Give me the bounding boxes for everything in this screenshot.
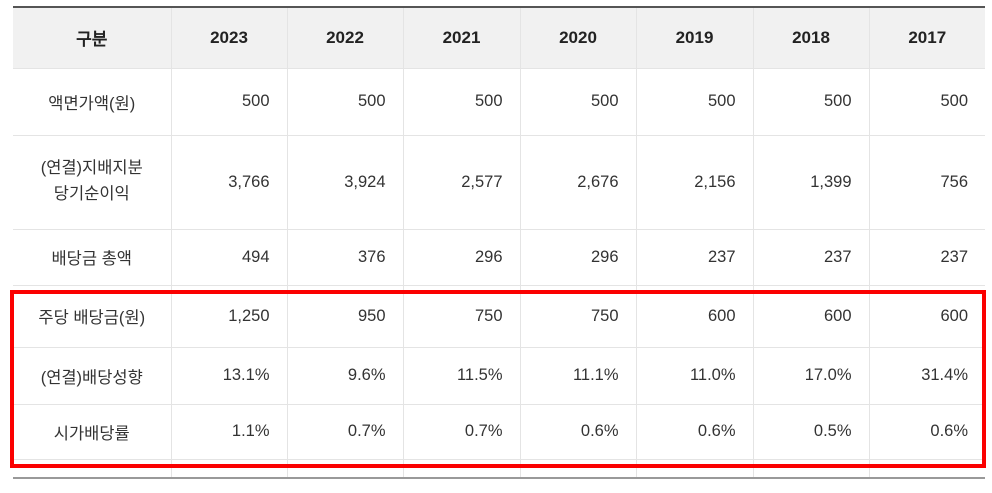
cell: 376	[286, 229, 403, 286]
cell	[635, 459, 753, 479]
table-row-dividend-yield: 시가배당률 1.1% 0.7% 0.7% 0.6% 0.6% 0.5% 0.6%	[13, 404, 985, 460]
cell: 500	[752, 68, 869, 136]
row-label: 액면가액(원)	[13, 68, 171, 136]
column-header-2020: 2020	[519, 7, 636, 69]
cell: 13.1%	[170, 347, 287, 405]
column-header-2019: 2019	[635, 7, 753, 69]
cell	[402, 459, 520, 479]
cell: 296	[519, 229, 636, 286]
cell	[752, 459, 869, 479]
cell: 237	[635, 229, 753, 286]
column-header-2018: 2018	[752, 7, 869, 69]
row-label-line1: (연결)지배지분	[40, 159, 143, 178]
cell: 2,676	[519, 135, 636, 230]
cell: 0.7%	[286, 404, 403, 460]
row-label: 배당금 총액	[13, 229, 171, 286]
table-row-dividend-per-share: 주당 배당금(원) 1,250 950 750 750 600 600 600	[13, 285, 985, 348]
cell: 1,250	[170, 285, 287, 348]
column-header-2021: 2021	[402, 7, 520, 69]
cell	[170, 459, 287, 479]
table-row-par-value: 액면가액(원) 500 500 500 500 500 500 500	[13, 68, 985, 136]
table-row-cropped	[13, 459, 985, 479]
cell: 11.5%	[402, 347, 520, 405]
row-label: (연결)배당성향	[13, 347, 171, 405]
cell: 3,924	[286, 135, 403, 230]
cell	[13, 459, 171, 479]
row-label: (연결)지배지분 당기순이익	[13, 135, 171, 230]
cell: 9.6%	[286, 347, 403, 405]
cell: 500	[519, 68, 636, 136]
cell: 0.6%	[868, 404, 985, 460]
row-label-line2: 당기순이익	[53, 185, 130, 203]
cell: 2,156	[635, 135, 753, 230]
column-header-gubun: 구분	[13, 7, 171, 69]
cell: 600	[752, 285, 869, 348]
cell: 237	[868, 229, 985, 286]
cell: 2,577	[402, 135, 520, 230]
table-row-total-dividend: 배당금 총액 494 376 296 296 237 237 237	[13, 229, 985, 286]
cell: 31.4%	[868, 347, 985, 405]
cell: 500	[170, 68, 287, 136]
cell: 11.0%	[635, 347, 753, 405]
table-row-net-income: (연결)지배지분 당기순이익 3,766 3,924 2,577 2,676 2…	[13, 135, 985, 230]
cell	[286, 459, 403, 479]
cell: 0.5%	[752, 404, 869, 460]
cell: 750	[519, 285, 636, 348]
table-row-payout-ratio: (연결)배당성향 13.1% 9.6% 11.5% 11.1% 11.0% 17…	[13, 347, 985, 405]
cell: 750	[402, 285, 520, 348]
dividend-table: 구분 2023 2022 2021 2020 2019 2018 2017 액면…	[13, 6, 985, 479]
cell: 494	[170, 229, 287, 286]
cell: 950	[286, 285, 403, 348]
cell: 500	[868, 68, 985, 136]
cell: 0.7%	[402, 404, 520, 460]
cell: 500	[635, 68, 753, 136]
cell: 600	[868, 285, 985, 348]
cell: 1,399	[752, 135, 869, 230]
row-label: 주당 배당금(원)	[13, 285, 171, 348]
cell: 237	[752, 229, 869, 286]
cell: 1.1%	[170, 404, 287, 460]
cell: 11.1%	[519, 347, 636, 405]
cell: 3,766	[170, 135, 287, 230]
cell: 756	[868, 135, 985, 230]
cell	[519, 459, 636, 479]
cell: 500	[286, 68, 403, 136]
column-header-2022: 2022	[286, 7, 403, 69]
cell: 500	[402, 68, 520, 136]
cell: 17.0%	[752, 347, 869, 405]
cell	[868, 459, 985, 479]
column-header-2017: 2017	[868, 7, 985, 69]
header-row: 구분 2023 2022 2021 2020 2019 2018 2017	[13, 7, 985, 69]
cell: 296	[402, 229, 520, 286]
cell: 600	[635, 285, 753, 348]
row-label: 시가배당률	[13, 404, 171, 460]
cell: 0.6%	[635, 404, 753, 460]
column-header-2023: 2023	[170, 7, 287, 69]
cell: 0.6%	[519, 404, 636, 460]
